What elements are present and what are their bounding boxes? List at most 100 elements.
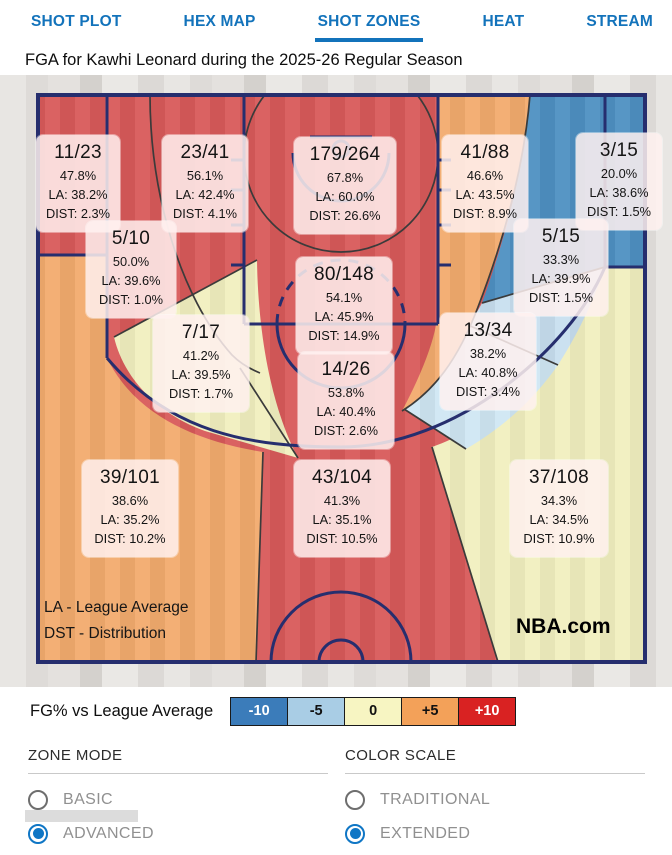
zone-frac: 41/88 [460,142,510,163]
legend-label: FG% vs League Average [30,701,214,720]
zone-dist: DIST: 4.1% [172,205,237,221]
legend-bucket-0: 0 [344,696,403,726]
zone-pct: 33.3% [542,252,580,267]
legend-bucket--5: -5 [287,696,346,726]
radio-unselected-icon[interactable] [345,789,365,810]
zone-stat-box-restricted-area: 179/264 67.8% LA: 60.0% DIST: 26.6% [294,137,396,234]
zone-frac: 39/101 [100,467,160,488]
zone-la: LA: 34.5% [529,511,589,527]
legend-bucket-+10: +10 [458,696,517,726]
tab-shot-zones[interactable]: SHOT ZONES [314,13,424,42]
zone-stat-box-right-8-16: 41/88 46.6% LA: 43.5% DIST: 8.9% [442,135,528,232]
radio-unselected-icon[interactable] [28,789,48,810]
zone-la: LA: 39.5% [171,366,231,382]
tab-stream[interactable]: STREAM [586,13,653,30]
zone-pct: 41.3% [323,493,361,508]
zone-stat-box-left-baseline-mid: 5/10 50.0% LA: 39.6% DIST: 1.0% [86,221,176,318]
dst-note: DST - Distribution [44,625,167,643]
color-scale-option-label: TRADITIONAL [380,790,491,808]
zone-dist: DIST: 2.3% [45,205,110,221]
zone-frac: 37/108 [529,467,589,488]
zone-la: LA: 60.0% [315,188,375,204]
zone-pct: 67.8% [326,170,364,185]
color-legend: FG% vs League Average -10 -5 0 +5 +10 [30,695,672,727]
zone-la: LA: 38.6% [589,184,649,200]
zone-dist: DIST: 1.5% [586,203,651,219]
zone-stat-box-paint-non-ra: 80/148 54.1% LA: 45.9% DIST: 14.9% [296,257,392,354]
zone-la: LA: 39.6% [101,272,161,288]
nba-watermark: NBA.com [516,615,611,638]
zone-dist: DIST: 26.6% [309,207,381,223]
zone-la: LA: 45.9% [314,308,374,324]
zone-dist: DIST: 10.9% [523,530,595,546]
tab-hex-map[interactable]: HEX MAP [183,13,256,30]
color-scale-heading: COLOR SCALE [345,747,645,774]
zone-mode-option-label: BASIC [63,790,114,808]
zone-dist: DIST: 10.5% [306,530,378,546]
shot-zones-chart: 11/23 47.8% LA: 38.2% DIST: 2.3% 23/41 56.1% L… [0,75,672,687]
tab-heat[interactable]: HEAT [482,13,525,30]
zone-la: LA: 35.2% [100,511,160,527]
zone-frac: 3/15 [599,140,639,161]
zone-frac: 13/34 [463,320,513,341]
zone-pct: 38.6% [111,493,149,508]
zone-frac: 14/26 [321,359,371,380]
zone-dist: DIST: 1.0% [98,291,163,307]
zone-mode-option-advanced[interactable]: ADVANCED [28,821,328,846]
zone-frac: 5/10 [111,228,151,249]
court-border [36,93,647,664]
radio-selected-icon[interactable] [28,823,48,844]
la-note: LA - League Average [44,599,189,616]
zone-stat-box-right-center-mid: 13/34 38.2% LA: 40.8% DIST: 3.4% [440,313,536,410]
zone-pct: 34.3% [540,493,578,508]
zone-la: LA: 35.1% [312,511,372,527]
zone-stat-box-left-3: 39/101 38.6% LA: 35.2% DIST: 10.2% [82,460,178,557]
zone-pct: 50.0% [112,254,150,269]
court-svg [36,93,647,664]
color-scale-option-traditional[interactable]: TRADITIONAL [345,787,645,812]
zone-pct: 56.1% [186,168,224,183]
zone-la: LA: 39.9% [531,270,591,286]
zone-frac: 11/23 [54,142,102,163]
zone-stat-box-left-corner-3: 11/23 47.8% LA: 38.2% DIST: 2.3% [36,135,120,232]
color-scale-option-label: EXTENDED [380,824,471,842]
zone-la: LA: 43.5% [455,186,515,202]
free-throw-circle-dashed [275,258,407,325]
zone-stat-box-right-3: 37/108 34.3% LA: 34.5% DIST: 10.9% [510,460,608,557]
zone-dist: DIST: 3.4% [455,383,520,399]
color-scale-section: COLOR SCALE TRADITIONAL EXTENDED [345,747,645,855]
radio-selected-icon[interactable] [345,823,365,844]
legend-scale: -10 -5 0 +5 +10 [230,696,517,726]
zone-mode-section: ZONE MODE BASIC ADVANCED [28,747,328,855]
abbreviation-note: LA - League Average DST - Distribution [44,595,189,648]
legend-bucket-+5: +5 [401,696,460,726]
zone-mode-option-basic[interactable]: BASIC [28,787,328,812]
zone-la: LA: 42.4% [175,186,235,202]
zone-dist: DIST: 1.5% [528,289,593,305]
zone-dist: DIST: 1.7% [168,385,233,401]
partial-footer-element [25,810,138,822]
zone-frac: 23/41 [180,142,230,163]
color-scale-option-extended[interactable]: EXTENDED [345,821,645,846]
legend-bucket--10: -10 [230,696,289,726]
zone-frac: 80/148 [314,264,374,285]
zone-stat-box-center-mid: 14/26 53.8% LA: 40.4% DIST: 2.6% [298,352,394,449]
zone-stat-box-right-baseline-mid: 5/15 33.3% LA: 39.9% DIST: 1.5% [514,219,608,316]
zone-dist: DIST: 10.2% [94,530,166,546]
zone-stat-box-center-3: 43/104 41.3% LA: 35.1% DIST: 10.5% [294,460,390,557]
tab-shot-plot[interactable]: SHOT PLOT [31,13,122,30]
zone-dist: DIST: 8.9% [452,205,517,221]
zone-pct: 41.2% [182,348,220,363]
zone-frac: 43/104 [312,467,372,488]
zone-dist: DIST: 14.9% [308,327,380,343]
zone-frac: 179/264 [309,144,381,165]
zone-dist: DIST: 2.6% [313,422,378,438]
zone-pct: 53.8% [327,385,365,400]
zone-la: LA: 40.4% [316,403,376,419]
zone-pct: 38.2% [469,346,507,361]
zone-mode-option-label: ADVANCED [63,824,154,842]
zone-pct: 20.0% [600,166,638,181]
zone-pct: 46.6% [466,168,504,183]
zone-la: LA: 40.8% [458,364,518,380]
zone-la: LA: 38.2% [48,186,108,202]
